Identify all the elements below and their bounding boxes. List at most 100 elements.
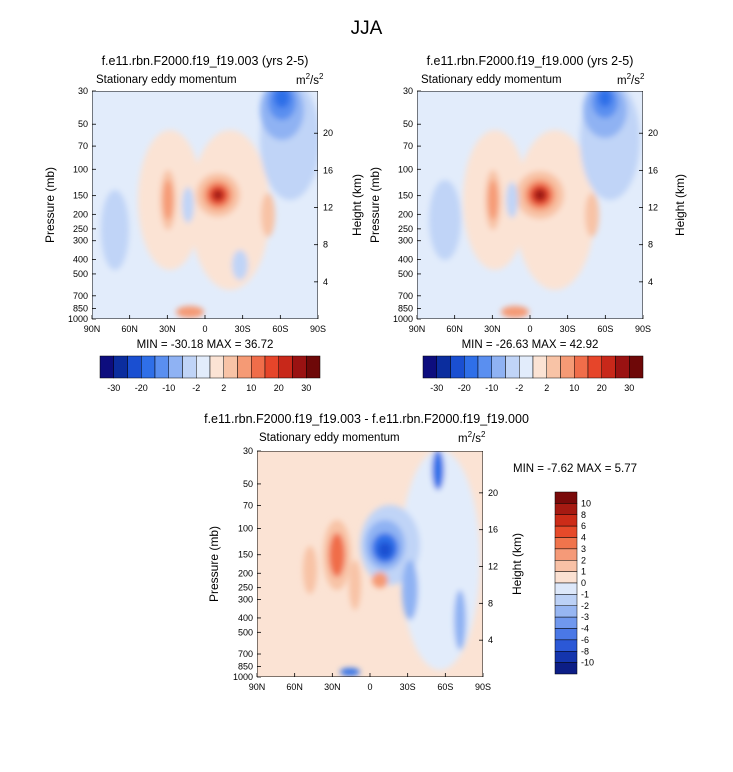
y-tick-label: 70 <box>78 141 88 151</box>
colorbar-box <box>554 639 578 652</box>
figure-title: JJA <box>350 18 383 39</box>
colorbar-label: -20 <box>458 383 471 393</box>
panel-3-units: m2/s2 <box>458 430 486 445</box>
y-tick-label: 70 <box>403 141 413 151</box>
colorbar-box <box>264 355 279 379</box>
y2-tick-label: 4 <box>648 277 653 287</box>
y-tick-label: 700 <box>73 291 88 301</box>
colorbar-box <box>422 355 437 379</box>
y2-tick-label: 4 <box>323 277 328 287</box>
colorbar-box <box>554 605 578 618</box>
panel-3-ylabel-right: Height (km) <box>510 532 524 596</box>
x-tick-label: 30N <box>159 324 176 334</box>
colorbar-label: -2 <box>515 383 523 393</box>
y2-tick-label: 12 <box>648 203 658 213</box>
colorbar-label: -1 <box>581 589 589 599</box>
y-tick-label: 150 <box>398 191 413 201</box>
colorbar-box <box>519 355 534 379</box>
y-tick-label: 50 <box>403 119 413 129</box>
y-tick-label: 850 <box>73 303 88 313</box>
y2-tick-label: 16 <box>488 525 498 535</box>
colorbar-box <box>532 355 547 379</box>
colorbar-box <box>554 594 578 606</box>
panel-1-left-label: Stationary eddy momentum <box>96 74 237 86</box>
y-tick-label: 250 <box>398 224 413 234</box>
y-tick-label: 200 <box>73 209 88 219</box>
colorbar-box <box>554 548 578 561</box>
y-tick-label: 500 <box>398 269 413 279</box>
colorbar-box <box>554 525 578 538</box>
panel-3-ylabel: Pressure (mb) <box>207 525 221 603</box>
colorbar-label: 20 <box>597 383 607 393</box>
y-tick-label: 700 <box>398 291 413 301</box>
colorbar-box <box>477 355 492 379</box>
x-tick-label: 30N <box>484 324 501 334</box>
panel-1-minmax: MIN = -30.18 MAX = 36.72 <box>136 339 274 351</box>
colorbar-box <box>237 355 252 379</box>
colorbar-label: -6 <box>581 635 589 645</box>
panel-1-ylabel-right: Height (km) <box>350 173 364 237</box>
colorbar-label: 3 <box>581 544 586 554</box>
colorbar-box <box>554 537 578 550</box>
panel-2-units: m2/s2 <box>617 72 645 87</box>
y-tick-label: 30 <box>243 446 253 456</box>
y-tick-label: 150 <box>238 550 253 560</box>
y-tick-label: 400 <box>238 613 253 623</box>
colorbar-box <box>251 355 266 379</box>
y-tick-label: 250 <box>238 583 253 593</box>
colorbar-box <box>554 582 578 595</box>
colorbar-label: 30 <box>301 383 311 393</box>
y-tick-label: 400 <box>73 254 88 264</box>
colorbar-label: -2 <box>192 383 200 393</box>
colorbar-label: 2 <box>221 383 226 393</box>
colorbar-box <box>554 503 578 515</box>
colorbar-box <box>560 355 575 379</box>
x-tick-label: 30S <box>400 682 416 692</box>
x-tick-label: 60S <box>272 324 288 334</box>
x-tick-label: 0 <box>367 682 372 692</box>
y-tick-label: 200 <box>238 568 253 578</box>
colorbar-box <box>450 355 465 379</box>
x-tick-label: 0 <box>527 324 532 334</box>
colorbar-label: 2 <box>544 383 549 393</box>
colorbar-box <box>554 491 578 504</box>
y2-tick-label: 12 <box>488 562 498 572</box>
colorbar-label: -10 <box>581 658 594 668</box>
x-tick-label: 90N <box>249 682 266 692</box>
panel-2-field <box>417 91 643 319</box>
y-tick-label: 300 <box>398 236 413 246</box>
colorbar-box <box>554 616 578 629</box>
x-tick-label: 60S <box>437 682 453 692</box>
y-tick-label: 300 <box>73 236 88 246</box>
y2-tick-label: 12 <box>323 203 333 213</box>
y-tick-label: 30 <box>78 86 88 96</box>
colorbar-label: 0 <box>581 578 586 588</box>
colorbar-label: -30 <box>107 383 120 393</box>
y-tick-label: 100 <box>73 164 88 174</box>
y-tick-label: 300 <box>238 594 253 604</box>
y-tick-label: 400 <box>398 254 413 264</box>
y-tick-label: 50 <box>243 479 253 489</box>
colorbar-label: 2 <box>581 555 586 565</box>
y2-tick-label: 20 <box>323 128 333 138</box>
y-tick-label: 1000 <box>233 672 253 682</box>
x-tick-label: 90N <box>84 324 101 334</box>
colorbar-label: -3 <box>581 612 589 622</box>
colorbar-label: 1 <box>581 567 586 577</box>
colorbar-box <box>113 355 128 379</box>
y2-tick-label: 16 <box>323 165 333 175</box>
colorbar-label: -10 <box>162 383 175 393</box>
y-tick-label: 850 <box>238 662 253 672</box>
x-tick-label: 60N <box>286 682 303 692</box>
colorbar-box <box>436 355 451 379</box>
colorbar-box <box>546 355 561 379</box>
y2-tick-label: 20 <box>488 488 498 498</box>
panel-1-units: m2/s2 <box>296 72 324 87</box>
y-tick-label: 850 <box>398 303 413 313</box>
colorbar-label: -20 <box>135 383 148 393</box>
colorbar-box <box>554 514 578 527</box>
